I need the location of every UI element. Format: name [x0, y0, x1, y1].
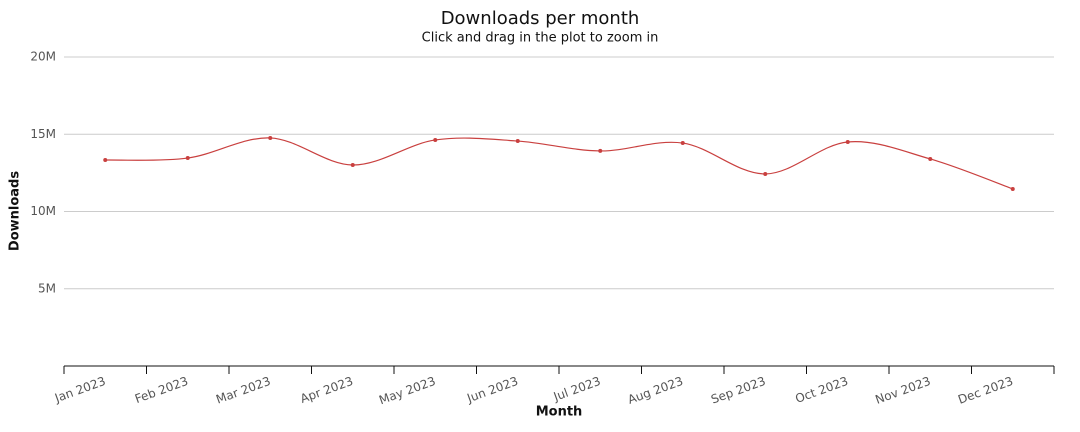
y-tick-label: 10M [30, 204, 56, 218]
y-tick-label: 15M [30, 127, 56, 141]
x-tick-label: Dec 2023 [956, 374, 1015, 407]
point [433, 137, 438, 142]
y-tick-label: 5M [38, 281, 56, 295]
x-tick-label: Apr 2023 [298, 374, 355, 406]
x-tick-label: Sep 2023 [709, 374, 767, 407]
point [515, 139, 520, 144]
point [928, 156, 933, 161]
x-tick-label: Nov 2023 [873, 374, 932, 407]
point [763, 171, 768, 176]
x-tick-label: Feb 2023 [133, 374, 190, 406]
point [185, 156, 190, 161]
point [350, 162, 355, 167]
x-tick-label: Mar 2023 [214, 374, 272, 407]
x-tick-label: Aug 2023 [626, 374, 685, 407]
x-tick-label: Jul 2023 [551, 374, 603, 404]
point [1010, 186, 1015, 191]
x-tick-label: May 2023 [377, 374, 437, 407]
point [845, 139, 850, 144]
x-tick-label: Jan 2023 [52, 374, 107, 406]
point [103, 158, 108, 163]
chart-subtitle: Click and drag in the plot to zoom in [422, 31, 659, 46]
point [268, 135, 273, 140]
point [598, 148, 603, 153]
x-axis-title: Month [536, 405, 583, 420]
line [105, 137, 1013, 190]
x-tick-label: Jun 2023 [464, 374, 520, 406]
point [680, 141, 685, 146]
y-axis-title: Downloads [8, 171, 23, 251]
y-tick-label: 20M [30, 50, 56, 64]
x-tick-label: Oct 2023 [793, 374, 850, 406]
chart-title: Downloads per month [441, 8, 640, 29]
